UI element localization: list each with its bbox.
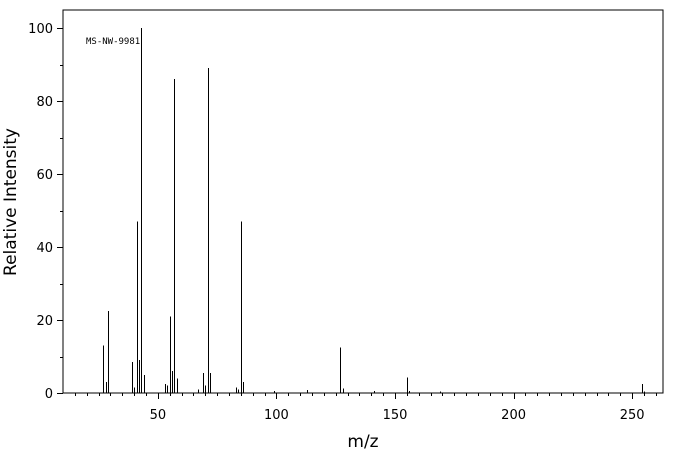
spectrum-id-annotation: MS-NW-9981 [86, 37, 140, 47]
y-axis-title: Relative Intensity [1, 128, 21, 276]
x-tick-label: 200 [501, 408, 526, 423]
plot-frame [62, 9, 664, 394]
x-tick-label: 50 [150, 408, 167, 423]
y-tick-label: 80 [36, 95, 53, 110]
y-tick-label: 20 [36, 314, 53, 329]
y-tick-label: 60 [36, 168, 53, 183]
x-axis-ticks: 50 100 150 200 250 [75, 393, 657, 423]
x-tick-label: 100 [264, 408, 289, 423]
x-tick-label: 250 [620, 408, 645, 423]
y-tick-label: 100 [28, 22, 53, 37]
x-tick-label: 150 [383, 408, 408, 423]
y-axis-ticks: 0 20 40 60 80 100 [28, 22, 63, 402]
y-tick-label: 0 [45, 387, 53, 402]
x-axis-title: m/z [347, 432, 378, 452]
y-tick-label: 40 [36, 241, 53, 256]
peaks-layer [103, 28, 645, 393]
